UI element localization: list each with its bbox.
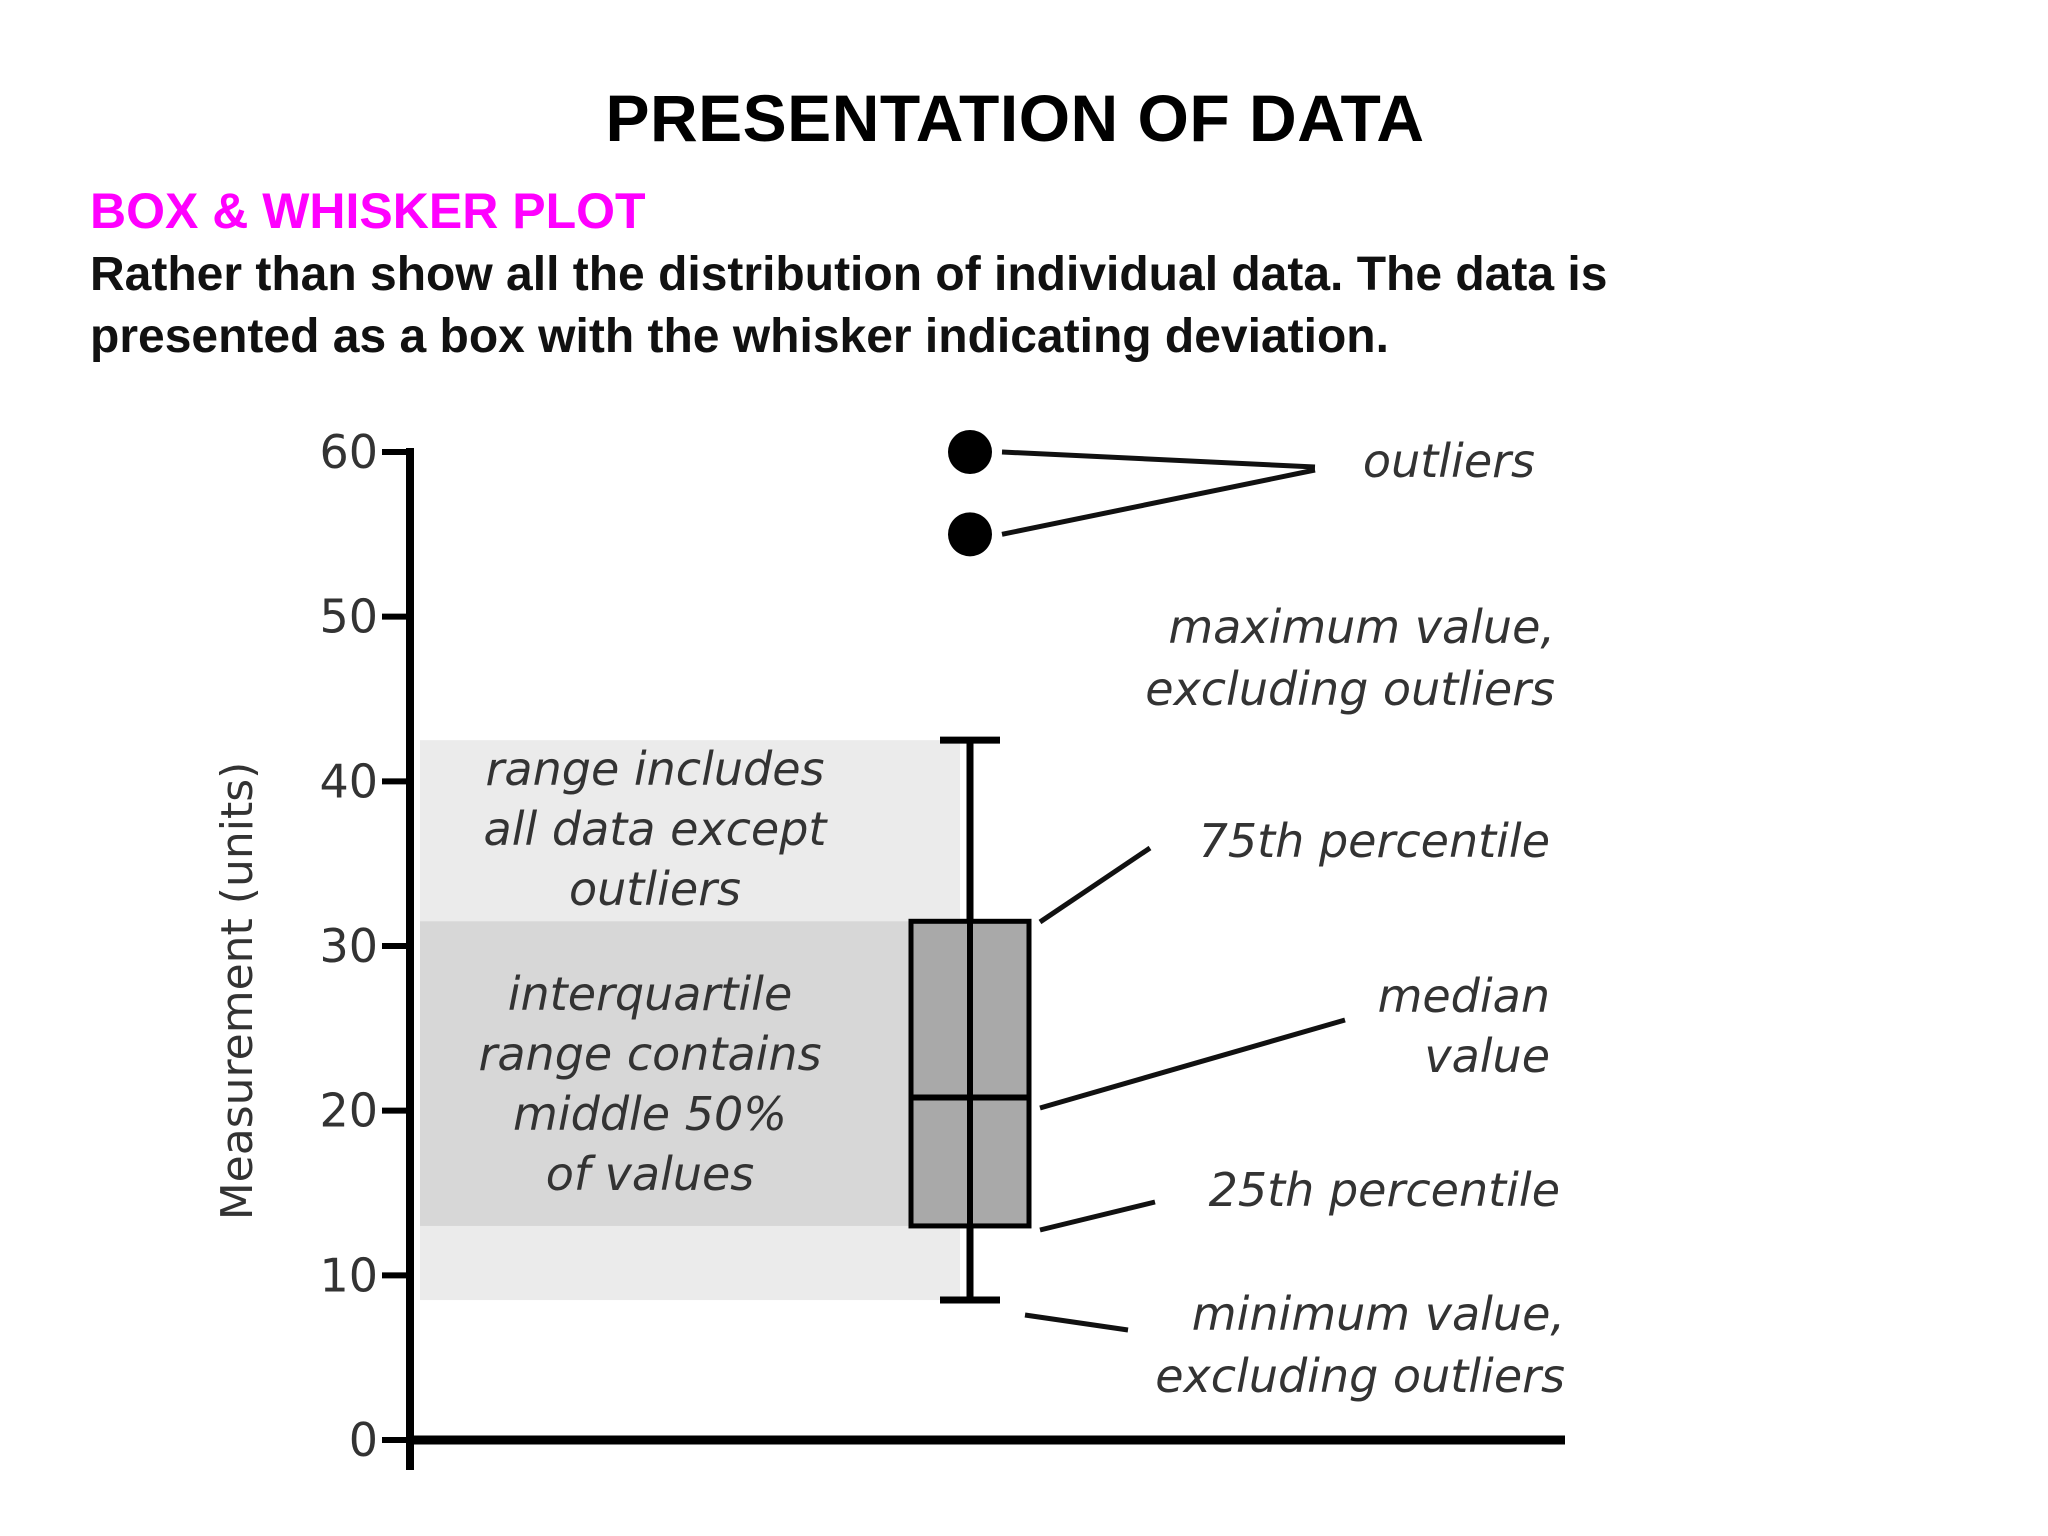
y-tick-label: 40 [319,754,378,808]
leader-line [1024,1312,1129,1333]
iqr-band [420,921,960,1226]
maximum-annotation: excluding outliers [1145,662,1555,716]
median-annotation: value [1424,1029,1550,1083]
page-title: PRESENTATION OF DATA [605,81,1425,155]
description-line: presented as a box with the whisker indi… [90,310,1389,363]
median-annotation: median [1378,969,1550,1023]
y-tick-label: 10 [319,1248,378,1302]
y-tick-label: 20 [319,1084,378,1138]
iqr-annotation: interquartile [508,967,793,1021]
y-axis-title: Measurement (units) [212,762,263,1221]
iqr-annotation: of values [546,1147,755,1201]
y-tick-label: 0 [349,1413,378,1467]
range-annotation: range includes [485,742,824,796]
q3-annotation: 75th percentile [1199,814,1550,868]
range-annotation: all data except [484,802,829,856]
range-annotation: outliers [569,862,741,916]
iqr-annotation: range contains [478,1027,821,1081]
description-line: Rather than show all the distribution of… [90,248,1608,301]
section-heading: BOX & WHISKER PLOT [90,183,646,239]
minimum-annotation: excluding outliers [1155,1349,1565,1403]
outlier-point [948,512,992,557]
leader-line [1039,1017,1346,1111]
leader-line [1039,1199,1156,1233]
leader-line [1038,845,1152,925]
y-tick-label: 30 [319,919,378,973]
leader-line [1001,449,1316,470]
y-tick-label: 60 [319,425,378,479]
outlier-point [948,430,992,474]
y-tick-label: 50 [319,590,378,644]
q1-annotation: 25th percentile [1209,1163,1560,1217]
maximum-annotation: maximum value, [1168,600,1555,654]
outliers-annotation: outliers [1363,434,1535,488]
leader-line [1001,467,1316,537]
minimum-annotation: minimum value, [1192,1287,1565,1341]
iqr-annotation: middle 50% [513,1087,787,1141]
description: Rather than show all the distribution of… [90,244,1970,368]
